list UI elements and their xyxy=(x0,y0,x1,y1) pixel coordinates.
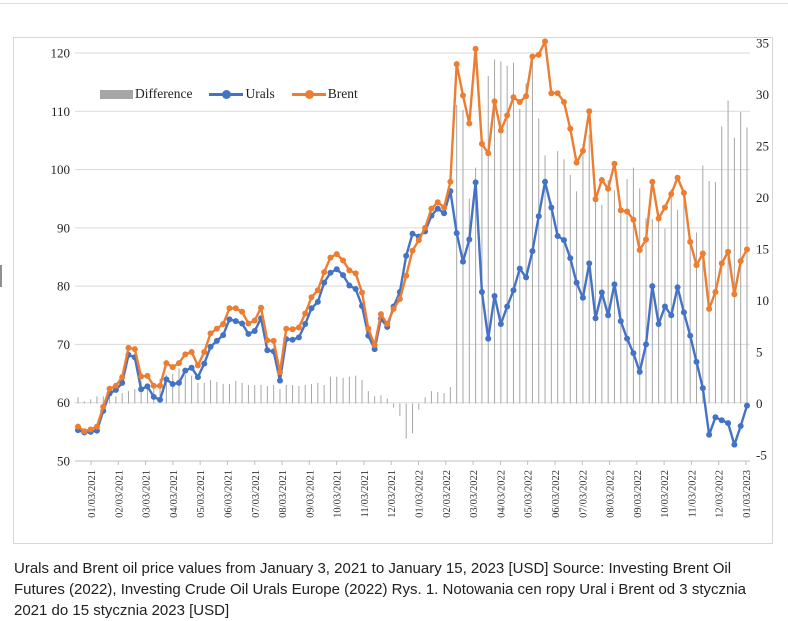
svg-text:100: 100 xyxy=(51,162,71,177)
svg-text:90: 90 xyxy=(57,220,70,235)
svg-text:01/03/2021: 01/03/2021 xyxy=(87,470,98,518)
svg-text:25: 25 xyxy=(756,139,769,154)
svg-text:12/03/2021: 12/03/2021 xyxy=(387,470,398,518)
svg-text:0: 0 xyxy=(756,396,763,411)
svg-text:07/03/2021: 07/03/2021 xyxy=(251,470,262,518)
oil-price-chart: 01/03/2021 02/03/2021 03/03/2021 04/03/2021… xyxy=(13,37,773,544)
legend-label-difference: Difference xyxy=(135,86,193,101)
svg-text:60: 60 xyxy=(57,395,70,410)
svg-text:09/03/2022: 09/03/2022 xyxy=(633,470,644,518)
svg-text:04/03/2022: 04/03/2022 xyxy=(496,470,507,518)
figure-caption: Urals and Brent oil price values from Ja… xyxy=(14,558,786,621)
difference-swatch-icon xyxy=(100,89,133,99)
legend-item-brent: Brent xyxy=(291,86,358,102)
svg-text:10/03/2021: 10/03/2021 xyxy=(333,470,344,518)
svg-text:03/03/2022: 03/03/2022 xyxy=(469,470,480,518)
svg-text:05/03/2021: 05/03/2021 xyxy=(196,470,207,518)
legend-label-brent: Brent xyxy=(327,86,358,101)
svg-text:04/03/2021: 04/03/2021 xyxy=(169,470,180,518)
chart-canvas: 01/03/2021 02/03/2021 03/03/2021 04/03/2021… xyxy=(51,38,770,518)
svg-text:5: 5 xyxy=(756,345,763,360)
svg-text:06/03/2021: 06/03/2021 xyxy=(223,470,234,518)
svg-text:50: 50 xyxy=(57,454,70,469)
svg-text:06/03/2022: 06/03/2022 xyxy=(551,470,562,518)
svg-text:70: 70 xyxy=(57,337,70,352)
svg-text:80: 80 xyxy=(57,279,70,294)
legend-item-urals: Urals xyxy=(209,86,275,102)
brent-line-marker-icon xyxy=(291,89,326,99)
svg-text:02/03/2021: 02/03/2021 xyxy=(114,470,125,518)
caption-line: Futures (2022), Investing Crude Oil Ural… xyxy=(14,581,746,598)
svg-text:08/03/2021: 08/03/2021 xyxy=(278,470,289,518)
chart-legend: Difference Urals Brent xyxy=(100,85,375,103)
svg-text:03/03/2021: 03/03/2021 xyxy=(142,470,153,518)
svg-text:20: 20 xyxy=(756,190,769,205)
left-edge-artifact xyxy=(0,265,2,287)
svg-text:01/03/2022: 01/03/2022 xyxy=(415,470,426,518)
svg-text:08/03/2022: 08/03/2022 xyxy=(606,470,617,518)
svg-text:05/03/2022: 05/03/2022 xyxy=(524,470,535,518)
svg-text:01/03/2023: 01/03/2023 xyxy=(742,470,753,518)
svg-text:110: 110 xyxy=(51,104,70,119)
svg-text:07/03/2022: 07/03/2022 xyxy=(578,470,589,518)
legend-label-urals: Urals xyxy=(245,86,275,101)
svg-text:10: 10 xyxy=(756,293,769,308)
svg-text:09/03/2021: 09/03/2021 xyxy=(305,470,316,518)
svg-text:15: 15 xyxy=(756,242,769,257)
svg-text:02/03/2022: 02/03/2022 xyxy=(442,470,453,518)
page-top-divider xyxy=(0,3,788,4)
svg-text:30: 30 xyxy=(756,87,769,102)
svg-text:35: 35 xyxy=(756,38,769,51)
svg-text:12/03/2022: 12/03/2022 xyxy=(715,470,726,518)
svg-text:11/03/2022: 11/03/2022 xyxy=(687,470,698,517)
urals-line-marker-icon xyxy=(209,89,244,99)
svg-text:10/03/2022: 10/03/2022 xyxy=(660,470,671,518)
legend-item-difference: Difference xyxy=(100,86,192,102)
svg-text:11/03/2021: 11/03/2021 xyxy=(360,470,371,517)
svg-text:120: 120 xyxy=(51,46,71,61)
svg-text:-5: -5 xyxy=(756,448,767,463)
caption-line: Urals and Brent oil price values from Ja… xyxy=(14,560,732,577)
